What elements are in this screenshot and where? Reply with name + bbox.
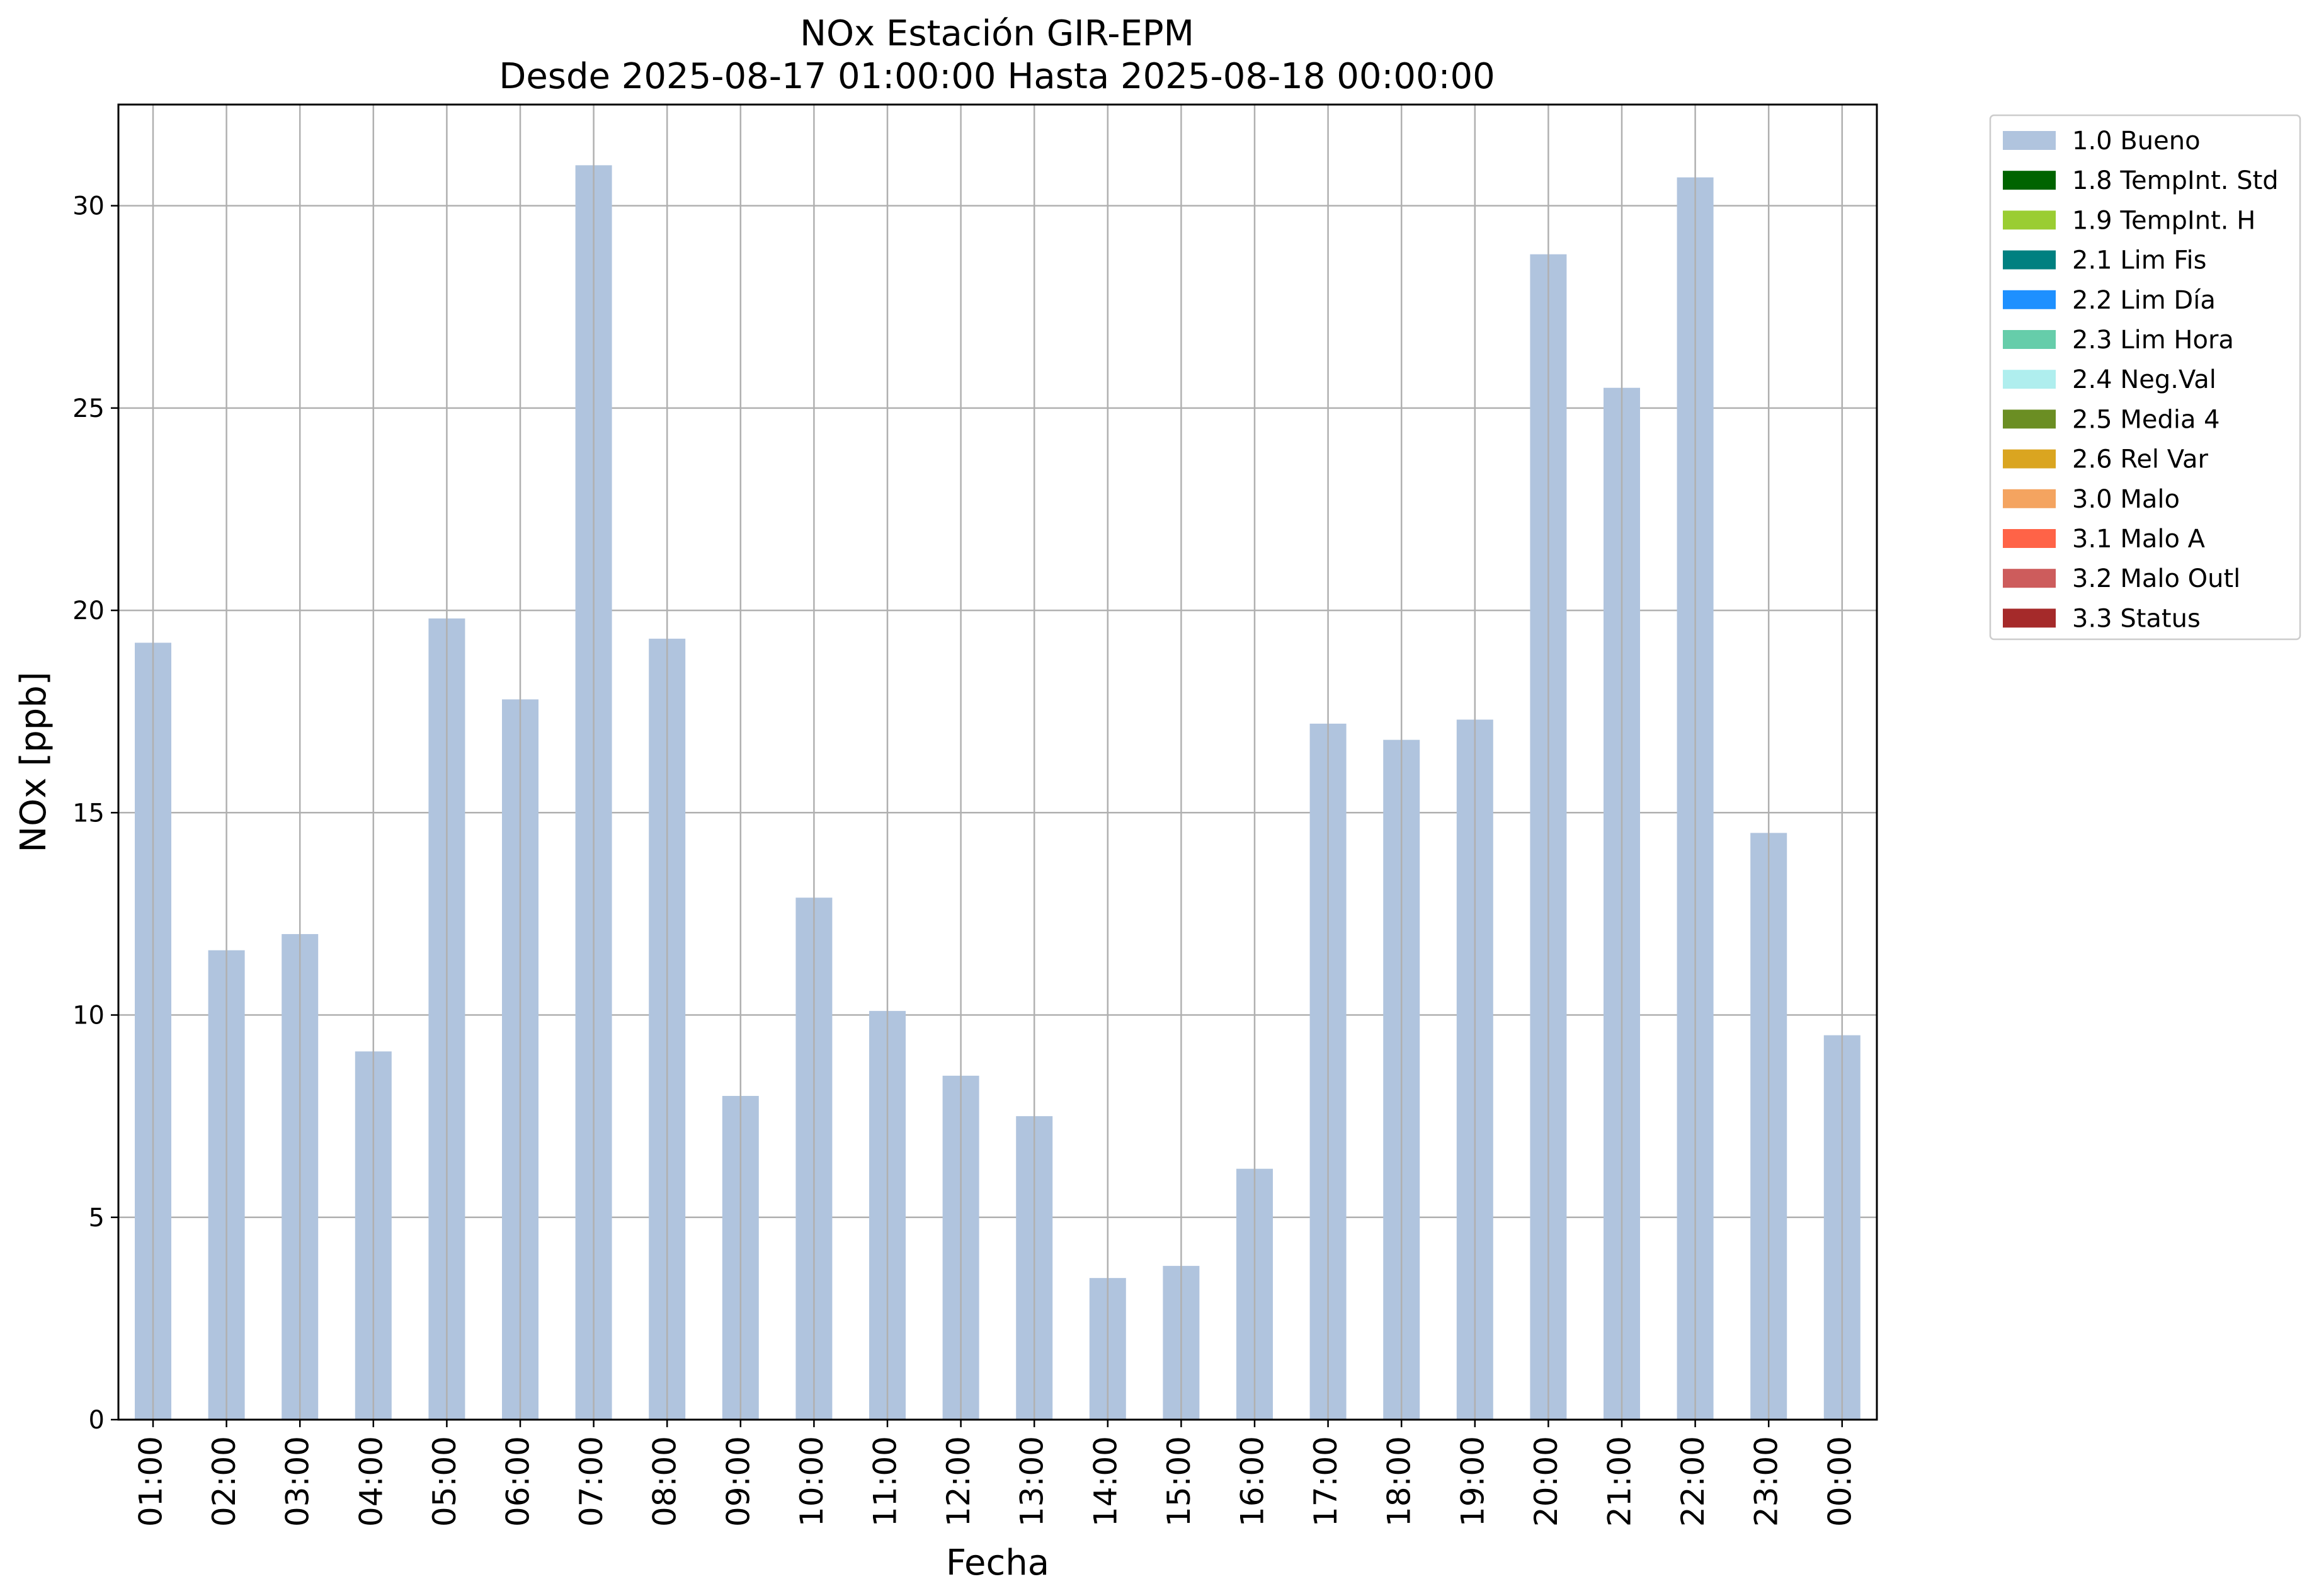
y-tick-label: 15 [72, 799, 105, 828]
x-tick-label: 13:00 [1014, 1436, 1051, 1527]
y-tick-label: 30 [72, 192, 105, 221]
legend-label: 2.6 Rel Var [2072, 445, 2209, 474]
x-tick-label: 15:00 [1161, 1436, 1197, 1527]
legend-label: 2.1 Lim Fis [2072, 246, 2206, 275]
y-axis-label: NOx [ppb] [13, 671, 54, 852]
legend-swatch [2003, 529, 2056, 548]
x-tick-label: 12:00 [940, 1436, 977, 1527]
y-tick-label: 25 [72, 394, 105, 423]
x-tick-label: 14:00 [1087, 1436, 1124, 1527]
legend-swatch [2003, 210, 2056, 230]
legend-label: 3.0 Malo [2072, 485, 2180, 514]
legend-label: 3.2 Malo Outl [2072, 564, 2240, 593]
x-axis-label: Fecha [946, 1542, 1049, 1583]
legend-label: 3.3 Status [2072, 604, 2201, 633]
y-tick-label: 10 [72, 1001, 105, 1030]
x-tick-label: 06:00 [500, 1436, 537, 1527]
bars [135, 105, 1860, 1420]
x-tick-label: 07:00 [573, 1436, 610, 1527]
y-tick-label: 20 [72, 596, 105, 625]
legend-swatch [2003, 608, 2056, 628]
legend-label: 1.0 Bueno [2072, 127, 2201, 156]
x-tick-label: 01:00 [133, 1436, 169, 1527]
x-tick-label: 08:00 [647, 1436, 683, 1527]
x-tick-label: 19:00 [1454, 1436, 1491, 1527]
x-tick-label: 03:00 [280, 1436, 316, 1527]
legend-swatch [2003, 290, 2056, 309]
x-tick-label: 23:00 [1748, 1436, 1785, 1527]
legend-swatch [2003, 489, 2056, 508]
x-tick-label: 04:00 [353, 1436, 389, 1527]
x-tick-label: 16:00 [1234, 1436, 1271, 1527]
y-tick-label: 5 [89, 1204, 105, 1233]
legend-label: 1.9 TempInt. H [2072, 206, 2255, 235]
legend-swatch [2003, 449, 2056, 469]
legend-label: 3.1 Malo A [2072, 525, 2206, 554]
legend-label: 2.4 Neg.Val [2072, 365, 2216, 394]
x-ticks: 01:00 02:00 03:00 04:00 05:00 06:00 07:00 08:00… [133, 1420, 1858, 1527]
legend-label: 2.2 Lim Día [2072, 286, 2216, 315]
legend-swatch [2003, 131, 2056, 150]
x-tick-label: 00:00 [1821, 1436, 1858, 1527]
x-tick-label: 05:00 [426, 1436, 463, 1527]
x-tick-label: 21:00 [1602, 1436, 1638, 1527]
legend-swatch [2003, 409, 2056, 429]
legend-swatch [2003, 171, 2056, 190]
legend-label: 2.3 Lim Hora [2072, 326, 2234, 355]
x-tick-label: 17:00 [1308, 1436, 1344, 1527]
legend: 1.0 Bueno 1.8 TempInt. Std 1.9 TempInt. H 2… [1989, 114, 2301, 641]
y-tick-label: 0 [89, 1406, 105, 1435]
x-tick-label: 20:00 [1528, 1436, 1564, 1527]
legend-swatch [2003, 569, 2056, 588]
plot-frame [117, 103, 1878, 1421]
x-tick-label: 10:00 [794, 1436, 830, 1527]
x-tick-label: 11:00 [867, 1436, 904, 1527]
legend-swatch [2003, 250, 2056, 270]
legend-label: 1.8 TempInt. Std [2072, 166, 2279, 195]
chart-title: NOx Estación GIR-EPM [800, 13, 1194, 54]
x-tick-label: 18:00 [1381, 1436, 1418, 1527]
chart-subtitle: Desde 2025-08-17 01:00:00 Hasta 2025-08-… [499, 56, 1495, 97]
y-ticks: 0 5 10 15 20 25 30 [72, 192, 118, 1435]
legend-label: 2.5 Media 4 [2072, 405, 2220, 434]
grid [118, 205, 1877, 1421]
legend-frame [1989, 114, 2301, 641]
x-tick-label: 02:00 [206, 1436, 242, 1527]
x-tick-label: 09:00 [720, 1436, 756, 1527]
x-tick-label: 22:00 [1675, 1436, 1711, 1527]
legend-swatch [2003, 330, 2056, 349]
legend-swatch [2003, 370, 2056, 389]
